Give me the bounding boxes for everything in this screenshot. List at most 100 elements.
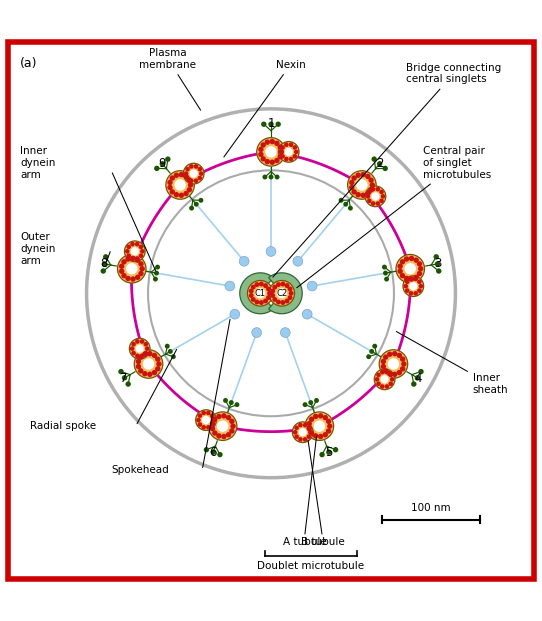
Circle shape bbox=[314, 398, 319, 403]
Circle shape bbox=[118, 255, 146, 283]
Circle shape bbox=[294, 425, 299, 430]
Circle shape bbox=[319, 452, 325, 457]
Circle shape bbox=[279, 149, 284, 155]
Circle shape bbox=[303, 423, 307, 427]
Circle shape bbox=[166, 171, 195, 199]
Circle shape bbox=[396, 255, 424, 283]
Circle shape bbox=[371, 201, 376, 206]
Text: 3: 3 bbox=[434, 257, 442, 270]
Circle shape bbox=[103, 254, 108, 260]
Circle shape bbox=[121, 259, 127, 265]
Circle shape bbox=[397, 268, 403, 274]
Circle shape bbox=[298, 437, 302, 442]
Circle shape bbox=[389, 373, 393, 377]
Circle shape bbox=[400, 259, 405, 265]
Circle shape bbox=[404, 263, 416, 274]
Circle shape bbox=[165, 343, 170, 348]
Circle shape bbox=[409, 277, 414, 281]
Circle shape bbox=[276, 282, 281, 287]
Circle shape bbox=[327, 424, 332, 429]
Circle shape bbox=[267, 291, 272, 296]
Circle shape bbox=[307, 426, 312, 432]
Circle shape bbox=[135, 339, 140, 344]
Circle shape bbox=[268, 122, 274, 127]
Circle shape bbox=[165, 156, 171, 162]
Circle shape bbox=[313, 414, 318, 419]
Circle shape bbox=[339, 198, 344, 203]
Circle shape bbox=[401, 361, 406, 366]
Circle shape bbox=[119, 268, 124, 274]
Circle shape bbox=[351, 189, 357, 194]
Circle shape bbox=[411, 381, 417, 387]
Circle shape bbox=[274, 140, 280, 146]
Circle shape bbox=[349, 179, 354, 185]
Circle shape bbox=[140, 339, 144, 344]
Circle shape bbox=[418, 369, 424, 374]
Circle shape bbox=[292, 422, 313, 443]
Circle shape bbox=[356, 173, 361, 178]
Circle shape bbox=[409, 276, 414, 282]
Circle shape bbox=[380, 364, 386, 369]
Circle shape bbox=[380, 384, 385, 389]
Circle shape bbox=[198, 414, 202, 418]
Text: C2: C2 bbox=[276, 289, 287, 298]
Circle shape bbox=[284, 156, 289, 161]
Circle shape bbox=[376, 373, 381, 377]
Circle shape bbox=[179, 193, 184, 198]
Circle shape bbox=[380, 359, 386, 364]
Circle shape bbox=[415, 375, 420, 381]
Text: (a): (a) bbox=[20, 57, 38, 70]
Circle shape bbox=[376, 201, 380, 206]
Circle shape bbox=[248, 281, 273, 306]
Circle shape bbox=[249, 293, 254, 298]
Circle shape bbox=[206, 410, 211, 415]
Circle shape bbox=[318, 434, 324, 439]
Circle shape bbox=[202, 425, 206, 430]
Circle shape bbox=[255, 288, 266, 299]
Circle shape bbox=[369, 187, 374, 193]
Circle shape bbox=[171, 354, 176, 359]
Circle shape bbox=[299, 428, 307, 437]
Circle shape bbox=[210, 422, 215, 427]
Circle shape bbox=[356, 192, 361, 197]
Circle shape bbox=[210, 426, 215, 432]
Circle shape bbox=[168, 349, 173, 354]
Circle shape bbox=[183, 191, 189, 196]
Circle shape bbox=[434, 254, 439, 260]
Circle shape bbox=[365, 174, 371, 179]
Circle shape bbox=[307, 425, 311, 430]
Circle shape bbox=[208, 412, 237, 440]
Circle shape bbox=[405, 279, 410, 284]
Circle shape bbox=[308, 400, 313, 405]
Circle shape bbox=[418, 266, 423, 271]
Circle shape bbox=[376, 187, 380, 191]
Circle shape bbox=[154, 271, 159, 276]
Circle shape bbox=[140, 353, 144, 358]
Circle shape bbox=[302, 402, 307, 407]
Circle shape bbox=[387, 351, 392, 357]
Circle shape bbox=[349, 185, 354, 190]
Circle shape bbox=[145, 347, 150, 351]
Circle shape bbox=[229, 419, 235, 424]
Circle shape bbox=[280, 154, 285, 158]
Circle shape bbox=[193, 164, 198, 169]
Text: Nexin: Nexin bbox=[224, 60, 306, 157]
Circle shape bbox=[417, 279, 422, 284]
Text: Plasma
membrane: Plasma membrane bbox=[139, 48, 201, 110]
Circle shape bbox=[139, 253, 143, 258]
Circle shape bbox=[370, 183, 375, 188]
Circle shape bbox=[261, 142, 266, 148]
Circle shape bbox=[356, 179, 367, 191]
Circle shape bbox=[269, 160, 275, 165]
Circle shape bbox=[230, 424, 236, 429]
Circle shape bbox=[186, 178, 192, 183]
Circle shape bbox=[263, 283, 268, 288]
Circle shape bbox=[375, 369, 395, 389]
Circle shape bbox=[380, 375, 389, 383]
Circle shape bbox=[125, 249, 130, 253]
Circle shape bbox=[326, 428, 331, 433]
Circle shape bbox=[198, 198, 203, 203]
Circle shape bbox=[204, 447, 209, 453]
Circle shape bbox=[183, 174, 189, 179]
Circle shape bbox=[403, 276, 424, 296]
